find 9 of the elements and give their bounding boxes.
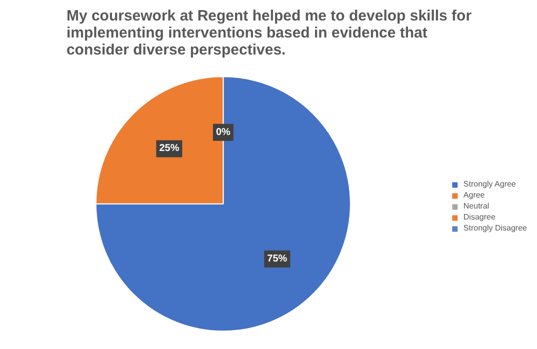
legend-label: Agree <box>463 190 485 200</box>
legend-label: Neutral <box>463 202 490 210</box>
legend-label: Disagree <box>463 212 496 222</box>
legend-label: Strongly Disagree <box>463 224 527 232</box>
legend-label: Strongly Agree <box>463 180 516 188</box>
data-label: 75% <box>267 254 288 265</box>
text: 0% <box>216 126 230 138</box>
data-label: 25% <box>159 143 180 154</box>
chart-title: My coursework at Regent helped me to develop skills for implementing interventions based in evidence that consider diverse perspectives. <box>66 8 472 58</box>
